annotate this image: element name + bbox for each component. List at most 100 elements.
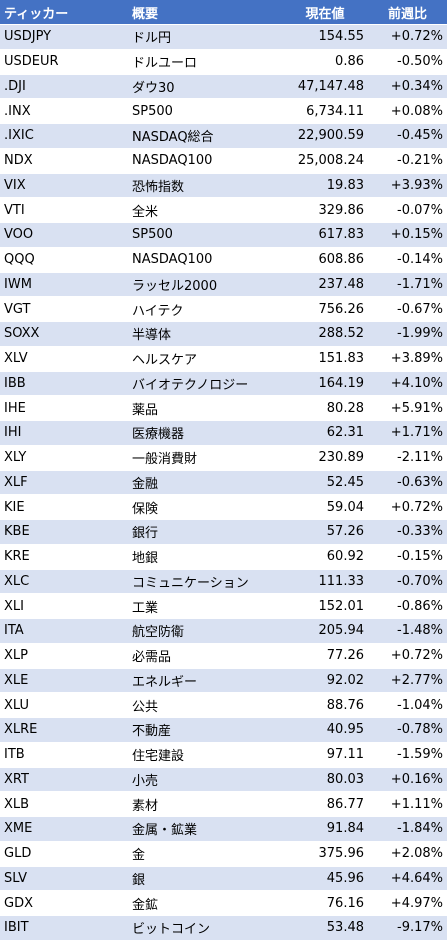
ticker-cell: XLV [0, 346, 128, 372]
change-cell: -0.86% [368, 593, 447, 619]
price-cell: 62.31 [282, 420, 368, 446]
table-header: ティッカー 概要 現在値 前週比 [0, 0, 447, 25]
change-cell: +0.34% [368, 74, 447, 100]
change-cell: -0.67% [368, 296, 447, 322]
summary-cell: 小売 [128, 767, 282, 793]
summary-cell: 全米 [128, 197, 282, 223]
change-cell: +4.64% [368, 866, 447, 892]
price-cell: 151.83 [282, 346, 368, 372]
table-row: GLD 金 375.96 +2.08% [0, 841, 447, 867]
table-row: .INX SP500 6,734.11 +0.08% [0, 98, 447, 124]
table-row: VIX 恐怖指数 19.83 +3.93% [0, 173, 447, 199]
ticker-cell: GLD [0, 841, 128, 867]
change-cell: -0.70% [368, 569, 447, 595]
table-row: KIE 保険 59.04 +0.72% [0, 494, 447, 520]
price-cell: 288.52 [282, 321, 368, 347]
price-cell: 52.45 [282, 470, 368, 496]
price-cell: 22,900.59 [282, 123, 368, 149]
table-row: XLI 工業 152.01 -0.86% [0, 593, 447, 619]
table-row: XLE エネルギー 92.02 +2.77% [0, 668, 447, 694]
ticker-cell: IBB [0, 371, 128, 397]
ticker-cell: NDX [0, 148, 128, 174]
ticker-cell: IWM [0, 272, 128, 298]
ticker-cell: USDJPY [0, 24, 128, 50]
change-cell: -1.59% [368, 742, 447, 768]
change-cell: -0.63% [368, 470, 447, 496]
change-cell: +4.10% [368, 371, 447, 397]
change-cell: -0.07% [368, 197, 447, 223]
price-cell: 77.26 [282, 643, 368, 669]
change-cell: -9.17% [368, 915, 447, 941]
summary-cell: バイオテクノロジー [128, 371, 282, 397]
header-price: 現在値 [282, 0, 368, 25]
table-row: XLU 公共 88.76 -1.04% [0, 692, 447, 718]
summary-cell: ダウ30 [128, 74, 282, 100]
table-row: VOO SP500 617.83 +0.15% [0, 222, 447, 248]
price-cell: 6,734.11 [282, 98, 368, 124]
ticker-cell: GDX [0, 890, 128, 916]
table-row: QQQ NASDAQ100 608.86 -0.14% [0, 247, 447, 273]
change-cell: -0.21% [368, 148, 447, 174]
table-row: NDX NASDAQ100 25,008.24 -0.21% [0, 148, 447, 174]
change-cell: -0.50% [368, 49, 447, 75]
ticker-cell: QQQ [0, 247, 128, 273]
ticker-cell: XLRE [0, 717, 128, 743]
ticker-cell: IBIT [0, 915, 128, 941]
table-row: IWM ラッセル2000 237.48 -1.71% [0, 272, 447, 298]
ticker-cell: XRT [0, 767, 128, 793]
ticker-cell: KIE [0, 494, 128, 520]
table-body: USDJPY ドル円 154.55 +0.72% USDEUR ドルユーロ 0.86 -0.5… [0, 24, 447, 941]
table-row: XLP 必需品 77.26 +0.72% [0, 643, 447, 669]
change-cell: +0.08% [368, 98, 447, 124]
table-row: VTI 全米 329.86 -0.07% [0, 197, 447, 223]
price-cell: 88.76 [282, 692, 368, 718]
ticker-cell: KBE [0, 519, 128, 545]
table-row: XLB 素材 86.77 +1.11% [0, 791, 447, 817]
price-cell: 617.83 [282, 222, 368, 248]
price-cell: 59.04 [282, 494, 368, 520]
summary-cell: 恐怖指数 [128, 173, 282, 199]
summary-cell: 銀 [128, 866, 282, 892]
price-cell: 80.03 [282, 767, 368, 793]
table-row: USDJPY ドル円 154.55 +0.72% [0, 24, 447, 50]
summary-cell: コミュニケーション [128, 569, 282, 595]
change-cell: -0.45% [368, 123, 447, 149]
summary-cell: 地銀 [128, 544, 282, 570]
summary-cell: 医療機器 [128, 420, 282, 446]
price-cell: 756.26 [282, 296, 368, 322]
price-cell: 97.11 [282, 742, 368, 768]
summary-cell: 住宅建設 [128, 742, 282, 768]
table-row: XRT 小売 80.03 +0.16% [0, 767, 447, 793]
table-row: ITB 住宅建設 97.11 -1.59% [0, 742, 447, 768]
ticker-cell: KRE [0, 544, 128, 570]
table-row: IHE 薬品 80.28 +5.91% [0, 395, 447, 421]
price-cell: 25,008.24 [282, 148, 368, 174]
change-cell: -1.71% [368, 272, 447, 298]
change-cell: +2.77% [368, 668, 447, 694]
price-cell: 91.84 [282, 816, 368, 842]
ticker-cell: SLV [0, 866, 128, 892]
summary-cell: 金融 [128, 470, 282, 496]
table-row: IHI 医療機器 62.31 +1.71% [0, 420, 447, 446]
change-cell: -0.33% [368, 519, 447, 545]
price-cell: 164.19 [282, 371, 368, 397]
change-cell: +0.72% [368, 494, 447, 520]
summary-cell: 半導体 [128, 321, 282, 347]
summary-cell: 航空防衛 [128, 618, 282, 644]
ticker-cell: XLB [0, 791, 128, 817]
table-row: KRE 地銀 60.92 -0.15% [0, 544, 447, 570]
summary-cell: 薬品 [128, 395, 282, 421]
ticker-cell: VGT [0, 296, 128, 322]
table-row: KBE 銀行 57.26 -0.33% [0, 519, 447, 545]
summary-cell: NASDAQ総合 [128, 123, 282, 149]
ticker-cell: XLU [0, 692, 128, 718]
ticker-cell: IHE [0, 395, 128, 421]
price-cell: 47,147.48 [282, 74, 368, 100]
ticker-cell: XLE [0, 668, 128, 694]
ticker-cell: USDEUR [0, 49, 128, 75]
price-cell: 154.55 [282, 24, 368, 50]
summary-cell: SP500 [128, 98, 282, 124]
price-cell: 53.48 [282, 915, 368, 941]
price-cell: 375.96 [282, 841, 368, 867]
summary-cell: ドルユーロ [128, 49, 282, 75]
